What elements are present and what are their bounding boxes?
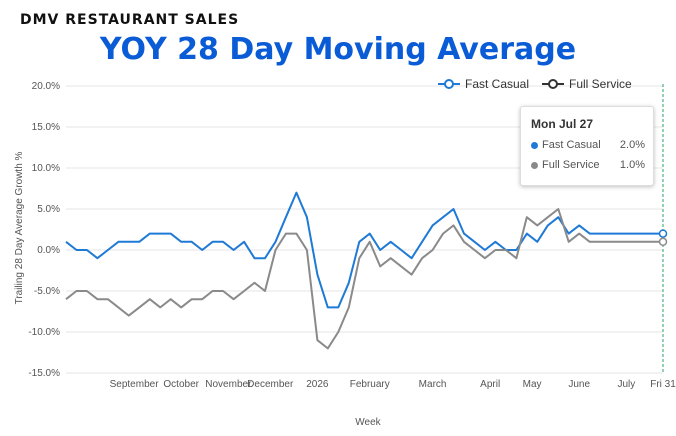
legend-full-service-label[interactable]: Full Service — [569, 77, 632, 91]
x-tick-label: Fri 31 — [650, 379, 676, 390]
x-tick-label: September — [110, 379, 160, 390]
y-tick-labels: 20.0% 15.0% 10.0% 5.0% 0.0% -5.0% -10.0% -15.0% — [28, 81, 60, 379]
x-tick-label: March — [419, 379, 447, 390]
y-tick-label: 0.0% — [37, 245, 60, 256]
legend-fast-casual-marker — [444, 79, 454, 89]
legend-full-service-marker — [548, 79, 558, 89]
tooltip-series-name: Full Service — [542, 159, 600, 171]
y-tick-label: 15.0% — [32, 122, 60, 133]
hover-tooltip: Mon Jul 27 Fast Casual 2.0% Full Service 1… — [520, 106, 654, 186]
y-tick-label: 5.0% — [37, 204, 60, 215]
tooltip-row-fast-casual: Fast Casual 2.0% — [531, 139, 645, 151]
y-tick-label: -15.0% — [28, 368, 60, 379]
fast-casual-dot-icon — [531, 141, 538, 149]
chart-title: YOY 28 Day Moving Average — [99, 32, 577, 67]
y-tick-label: 10.0% — [32, 163, 60, 174]
y-tick-label: -10.0% — [28, 327, 60, 338]
y-axis-title: Trailing 28 Day Average Growth % — [14, 151, 25, 304]
grid-lines — [66, 85, 663, 374]
legend-fast-casual-label[interactable]: Fast Casual — [465, 77, 529, 91]
hover-marker-fast-casual — [658, 229, 668, 238]
x-tick-label: July — [617, 379, 635, 390]
series-lines — [65, 191, 663, 350]
x-tick-label: April — [480, 379, 500, 390]
full-service-dot-icon — [531, 161, 538, 169]
series-line-full-service[interactable] — [65, 208, 663, 350]
legend: Fast Casual Full Service — [438, 77, 632, 91]
x-tick-label: 2026 — [306, 379, 329, 390]
chart-kicker: DMV RESTAURANT SALES — [20, 12, 240, 28]
tooltip-series-value: 2.0% — [619, 139, 645, 151]
x-tick-label: May — [523, 379, 542, 390]
x-tick-label: February — [350, 379, 390, 390]
hover-marker-full-service — [658, 237, 668, 247]
x-axis-title: Week — [355, 417, 381, 428]
x-tick-label: June — [568, 379, 590, 390]
tooltip-row-full-service: Full Service 1.0% — [531, 159, 645, 171]
x-tick-label: October — [163, 379, 199, 390]
tooltip-series-value: 1.0% — [619, 159, 645, 171]
x-tick-label: November — [205, 379, 252, 390]
y-tick-label: 20.0% — [32, 81, 60, 92]
tooltip-date: Mon Jul 27 — [531, 117, 594, 131]
tooltip-series-name: Fast Casual — [542, 139, 601, 151]
y-tick-label: -5.0% — [34, 286, 60, 297]
x-tick-label: December — [247, 379, 294, 390]
